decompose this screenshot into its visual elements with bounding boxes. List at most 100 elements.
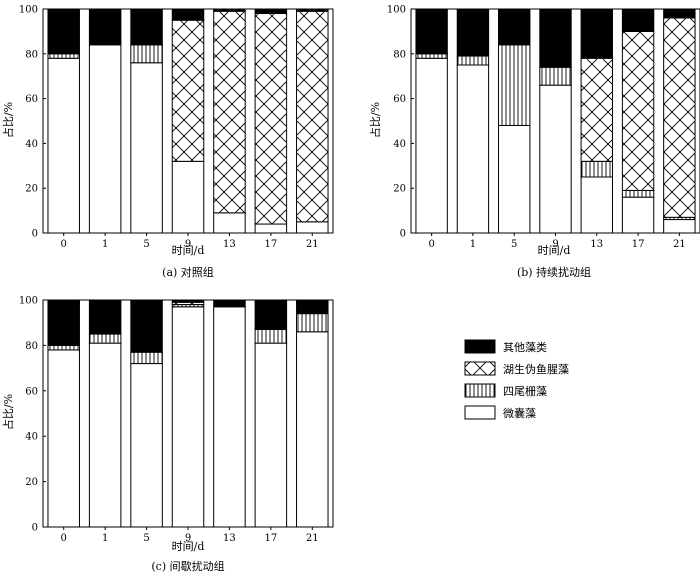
bar-segment-microcystis-day-1 bbox=[88, 44, 122, 234]
bar-segment-scenedesmus-day-5 bbox=[130, 351, 163, 365]
x-tick-label: 0 bbox=[61, 239, 67, 250]
bar-segment-other-algae-day-5 bbox=[498, 8, 531, 46]
xlabel: 时间/d bbox=[172, 540, 205, 553]
plot-frame bbox=[410, 8, 700, 234]
ylabel: 占比/% bbox=[1, 394, 15, 430]
bar-segment-microcystis-day-21 bbox=[296, 221, 329, 234]
bar-segment-other-algae-day-0 bbox=[415, 8, 448, 55]
x-tick-label: 13 bbox=[590, 239, 603, 250]
bar-segment-scenedesmus-day-0 bbox=[47, 344, 80, 351]
panel-b: 占比/% 时间/d (b) 持续扰动组 0 1 5 9 13 17 21 0 20 40 60 80 1… bbox=[368, 5, 700, 279]
x-tick-label: 13 bbox=[223, 239, 236, 250]
bar-segment-microcystis-day-0 bbox=[47, 57, 80, 234]
bar-segment-scenedesmus-day-1 bbox=[456, 55, 490, 66]
legend-swatch-pseudanabaena bbox=[464, 361, 496, 376]
caption: (b) 持续扰动组 bbox=[517, 265, 591, 279]
legend-swatch-other-algae bbox=[464, 339, 496, 354]
bar-segment-pseudanabaena-day-17 bbox=[254, 12, 288, 225]
plot-frame bbox=[42, 299, 334, 528]
y-tick-label: 20 bbox=[25, 477, 38, 488]
bar-segment-microcystis-day-9 bbox=[539, 84, 572, 234]
ylabel: 占比/% bbox=[368, 102, 382, 138]
y-tick-label: 100 bbox=[19, 5, 38, 16]
x-tick-label: 17 bbox=[264, 239, 277, 250]
legend: 其他藻类 湖生伪鱼腥藻 四尾栅藻 微囊藻 bbox=[464, 339, 569, 420]
x-tick-label: 1 bbox=[470, 239, 476, 250]
bar-segment-pseudanabaena-day-21 bbox=[296, 10, 329, 223]
bar-segment-scenedesmus-day-9 bbox=[539, 66, 572, 86]
bar-segment-microcystis-day-5 bbox=[130, 363, 163, 528]
bar-segment-scenedesmus-day-5 bbox=[130, 44, 163, 64]
bar-segment-pseudanabaena-day-17 bbox=[621, 30, 655, 191]
x-tick-label: 5 bbox=[143, 239, 149, 250]
y-tick-label: 60 bbox=[393, 94, 406, 105]
legend-label-microcystis: 微囊藻 bbox=[503, 406, 536, 420]
bar-segment-other-algae-day-5 bbox=[130, 299, 163, 353]
x-tick-label: 13 bbox=[223, 533, 236, 544]
y-tick-label: 60 bbox=[25, 94, 38, 105]
legend-swatch-scenedesmus bbox=[464, 383, 496, 398]
bar-segment-other-algae-day-9 bbox=[171, 8, 205, 21]
bar-segment-pseudanabaena-day-21 bbox=[663, 17, 696, 218]
bar-segment-microcystis-day-1 bbox=[456, 64, 490, 234]
bar-segment-microcystis-day-9 bbox=[171, 160, 205, 234]
caption: (c) 间歇扰动组 bbox=[151, 559, 224, 573]
y-tick-label: 80 bbox=[393, 49, 406, 60]
x-tick-label: 1 bbox=[102, 239, 108, 250]
bar-segment-other-algae-day-13 bbox=[213, 299, 246, 308]
bar-segment-microcystis-day-13 bbox=[580, 176, 613, 234]
xlabel: 时间/d bbox=[538, 244, 571, 257]
y-tick-label: 0 bbox=[32, 523, 38, 534]
bar-segment-other-algae-day-1 bbox=[456, 8, 490, 57]
plot-frame bbox=[42, 8, 334, 234]
bar-segment-other-algae-day-0 bbox=[47, 8, 80, 55]
y-tick-label: 20 bbox=[393, 184, 406, 195]
panel-a: 占比/% 时间/d (a) 对照组 0 1 5 9 13 17 21 0 20 40 60 80 100 bbox=[1, 5, 334, 279]
bar-segment-pseudanabaena-day-9 bbox=[171, 19, 205, 162]
legend-label-pseudanabaena: 湖生伪鱼腥藻 bbox=[503, 362, 569, 376]
bar-segment-other-algae-day-5 bbox=[130, 8, 163, 46]
bar-segment-other-algae-day-13 bbox=[580, 8, 613, 59]
y-tick-label: 20 bbox=[25, 184, 38, 195]
bar-segment-scenedesmus-day-13 bbox=[580, 160, 613, 178]
bar-segment-microcystis-day-17 bbox=[254, 223, 288, 234]
bar-segment-scenedesmus-day-21 bbox=[296, 313, 329, 333]
bar-segment-scenedesmus-day-0 bbox=[415, 53, 448, 59]
bar-segment-scenedesmus-day-1 bbox=[88, 333, 122, 344]
bar-segment-microcystis-day-17 bbox=[254, 342, 288, 528]
bar-segment-other-algae-day-1 bbox=[88, 8, 122, 46]
x-tick-label: 1 bbox=[102, 533, 108, 544]
bar-segment-microcystis-day-5 bbox=[130, 62, 163, 234]
ylabel: 占比/% bbox=[1, 102, 15, 138]
bar-segment-other-algae-day-9 bbox=[539, 8, 572, 68]
bar-segment-microcystis-day-5 bbox=[498, 124, 531, 234]
bar-segment-scenedesmus-day-0 bbox=[47, 53, 80, 59]
x-tick-label: 17 bbox=[632, 239, 645, 250]
bar-segment-other-algae-day-21 bbox=[663, 8, 696, 19]
bar-segment-scenedesmus-day-17 bbox=[621, 189, 655, 198]
y-tick-label: 60 bbox=[25, 386, 38, 397]
bar-segment-other-algae-day-0 bbox=[47, 299, 80, 346]
bar-segment-microcystis-day-0 bbox=[47, 349, 80, 528]
bar-segment-pseudanabaena-day-13 bbox=[580, 57, 613, 162]
y-tick-label: 0 bbox=[32, 229, 38, 240]
bar-segment-microcystis-day-0 bbox=[415, 57, 448, 234]
bar-segment-other-algae-day-17 bbox=[254, 8, 288, 14]
bar-segment-scenedesmus-day-17 bbox=[254, 329, 288, 344]
legend-swatch-microcystis bbox=[464, 405, 496, 420]
bar-segment-other-algae-day-1 bbox=[88, 299, 122, 335]
x-tick-label: 5 bbox=[511, 239, 517, 250]
x-tick-label: 17 bbox=[264, 533, 277, 544]
x-tick-label: 9 bbox=[185, 533, 191, 544]
xlabel: 时间/d bbox=[172, 244, 205, 257]
bar-segment-other-algae-day-17 bbox=[254, 299, 288, 331]
bar-segment-microcystis-day-21 bbox=[296, 331, 329, 528]
y-tick-label: 80 bbox=[25, 341, 38, 352]
bar-segment-other-algae-day-21 bbox=[296, 299, 329, 315]
x-tick-label: 0 bbox=[61, 533, 67, 544]
bar-segment-pseudanabaena-day-13 bbox=[213, 10, 246, 214]
panel-c: 占比/% 时间/d (c) 间歇扰动组 0 1 5 9 13 17 21 0 20 40 60 80 1… bbox=[1, 296, 334, 573]
y-tick-label: 100 bbox=[19, 296, 38, 307]
y-tick-label: 0 bbox=[400, 229, 406, 240]
